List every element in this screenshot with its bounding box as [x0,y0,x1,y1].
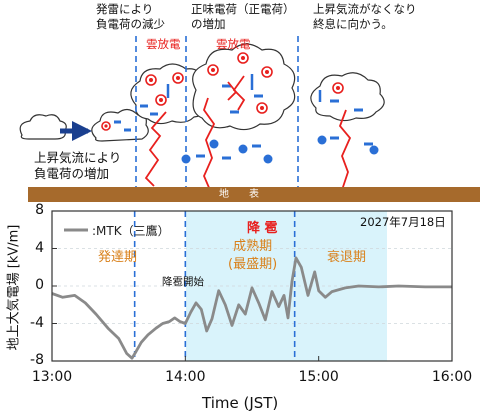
date-label: 2027年7月18日 [360,215,446,229]
phase-dissipating: 衰退期 [327,250,367,265]
y-axis-label: 地上大気電場 [kV/m] [6,224,22,351]
legend-label: :MTK（三鷹） [92,224,170,238]
cloud-discharge-label-1: 雲放電 [146,37,181,51]
x-tick-label: 15:00 [298,369,339,385]
y-axis-ticks [52,210,57,362]
annotation-discharge-reduction: 発雷により 負電荷の減少 [96,2,165,32]
x-tick-label: 16:00 [431,369,473,385]
phase-developing: 発達期 [98,250,138,265]
cloud-dissipating-icon [310,72,385,122]
annotation-line: 終息に向かう。 [313,17,393,31]
falling-charge-minus [196,136,373,160]
ground-label: 地 表 [219,189,259,200]
annotation-line: 上昇気流により [34,150,122,165]
updraft-arrow-icon [166,74,322,102]
y-tick-label: 0 [35,277,44,293]
cloud-small-icon [19,114,67,140]
annotation-line: 上昇気流がなくなり [313,2,417,16]
phase-mature-line: 成熟期 [233,239,273,254]
hail-label: 降 雹 [247,221,278,236]
phase-mature: 成熟期 (最盛期) [228,238,277,274]
negative-charge-icon [114,84,363,132]
annotation-dissipation: 上昇気流がなくなり 終息に向かう。 [313,2,417,32]
annotation-line: 発雷により [96,2,154,16]
annotation-line: の増加 [191,17,226,31]
annotation-positive-increase: 正味電荷（正電荷） の増加 [191,2,295,32]
cloud-mature-2-icon [192,43,296,131]
positive-charge-center [104,56,340,128]
annotation-line: 負電荷の増加 [34,166,110,181]
ground-band [28,187,480,202]
hail-start-label: 降雹開始 [162,276,204,288]
x-tick-label: 13:00 [31,369,73,385]
annotation-updraft: 上昇気流により 負電荷の増加 [34,150,121,182]
lightning-icon [144,75,352,191]
phase-mature-line: (最盛期) [228,257,278,272]
x-axis-label: Time (JST) [202,394,279,412]
y-tick-label: -8 [30,352,44,368]
cloud-discharge-label-2: 雲放電 [216,37,251,51]
x-tick-label: 14:00 [165,369,206,385]
y-tick-label: -4 [30,314,44,331]
x-axis-ticks [51,356,453,361]
mtk-series-line [51,256,452,360]
schematic-divider [135,36,299,187]
annotation-line: 正味電荷（正電荷） [191,2,295,16]
annotation-line: 負電荷の減少 [96,17,165,31]
y-tick-label: 4 [35,239,44,256]
y-tick-label: 8 [35,202,44,218]
phase-dividers [133,211,296,361]
